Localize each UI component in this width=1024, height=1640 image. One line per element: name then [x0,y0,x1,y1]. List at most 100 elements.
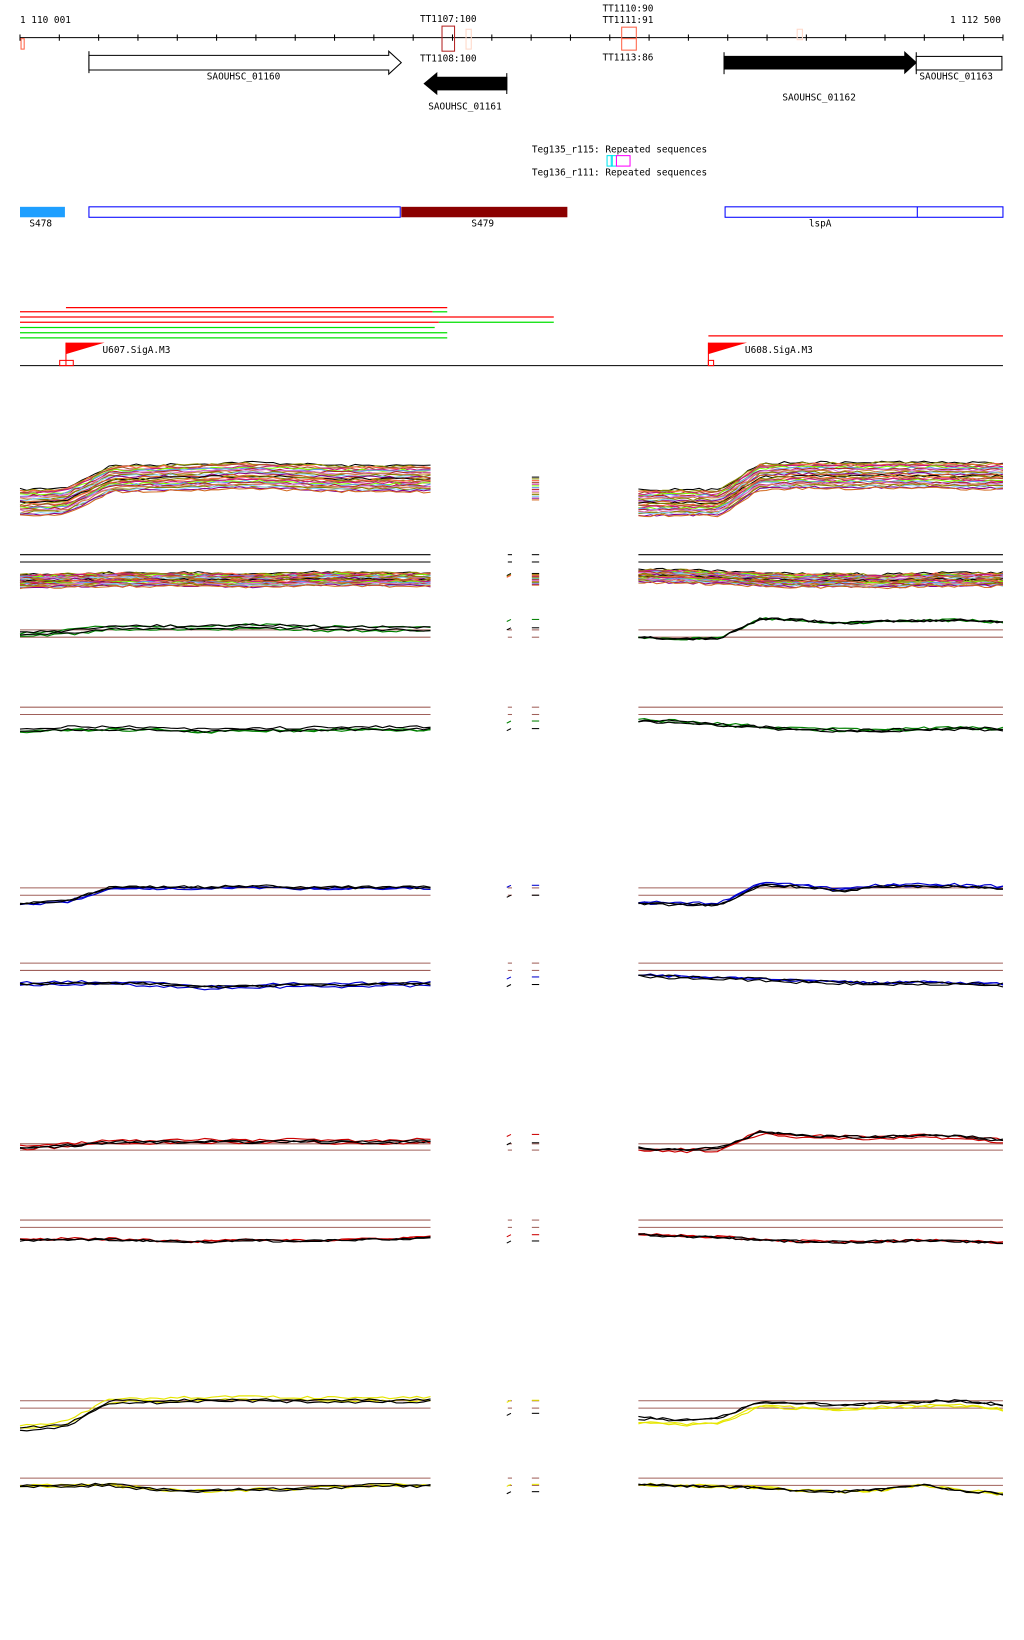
profile-line [19,1140,431,1149]
terminator-marker[interactable] [465,28,472,50]
promoter-u607[interactable]: U607.SigA.M3 [59,342,171,367]
region-lspa[interactable] [724,206,1004,218]
profile-track-red [19,1219,1004,1245]
profile-track-multi [19,460,1004,518]
profile-line [638,1130,1003,1152]
profile-fragment [506,1412,512,1416]
terminator-label: TT1108:100 [420,54,477,65]
profile-line [19,463,431,493]
profile-line [19,476,431,507]
region-s479-utr[interactable] [88,206,401,218]
profile-line [638,476,1003,508]
gene-label: SAOUHSC_01161 [428,102,502,113]
profile-fragment [506,1234,512,1238]
terminator-label: TT1110:90 [603,3,654,14]
region-label: S479 [471,219,494,230]
profile-line [19,472,431,503]
profile-track-yellow [19,1477,1004,1496]
profile-line [19,1482,431,1492]
profile-line [638,1233,1003,1245]
profile-line [638,580,1003,590]
read-alignments [19,307,1003,339]
profile-line [19,1395,431,1427]
profile-line [638,884,1003,907]
profile-line [638,720,1004,733]
gene-label: SAOUHSC_01160 [207,71,281,82]
profile-line [19,981,431,989]
profile-line [19,467,431,497]
region-label: S478 [29,219,52,230]
repeat-marker[interactable] [615,155,631,167]
terminator-label: TT1107:100 [420,14,477,25]
profile-line [19,1398,431,1429]
profile-fragment [506,728,512,732]
profile-line [19,728,431,734]
profile-track-blue [19,881,1004,907]
profile-line [19,583,431,589]
gene-label: SAOUHSC_01162 [782,92,856,103]
repeat-label: Teg135_r115: Repeated sequences [532,145,707,156]
promoter-label: U608.SigA.M3 [745,345,813,356]
promoter-u608[interactable]: U608.SigA.M3 [707,342,813,367]
gene-saouhsc-01161[interactable]: SAOUHSC_01161 [423,72,508,113]
profile-line [19,1399,431,1432]
terminator-marker[interactable] [796,28,803,41]
profile-fragment [506,1483,512,1487]
profile-fragment [506,1240,512,1244]
profile-line [638,474,1003,506]
profile-line [638,881,1004,905]
profile-track-green [19,706,1004,734]
profile-line [638,486,1004,518]
terminator-marker[interactable] [20,38,25,50]
profile-line [638,1403,1004,1426]
profile-line [638,883,1003,907]
profile-line [638,570,1003,579]
profile-line [19,626,431,636]
profile-fragment [506,1399,512,1403]
profile-line [19,884,431,905]
profile-fragment [506,720,512,724]
profile-fragment [506,976,512,980]
gene-saouhsc-01163[interactable]: SAOUHSC_01163 [915,52,1003,82]
profile-line [638,1399,1004,1422]
terminator-track: TT1107:100 TT1108:100 TT1110:90 TT1111:9… [20,3,803,65]
gene-label: SAOUHSC_01163 [919,71,993,82]
profile-line [19,577,431,584]
profile-line [638,1483,1004,1496]
profile-line [638,973,1004,986]
profile-fragment [506,618,512,622]
profile-line [19,727,431,734]
ruler-start-label: 1 110 001 [20,15,71,26]
profile-line [638,1129,1004,1151]
profile-track-green [19,617,1004,641]
profile-line [19,571,431,578]
region-s478[interactable] [20,206,65,218]
terminator-label: TT1111:91 [603,15,654,26]
region-track: S478 S479 lspA [20,206,1004,230]
profile-line [19,885,431,906]
profile-fragment [506,1491,512,1495]
repeat-marker[interactable] [606,155,613,167]
profile-line [638,472,1004,505]
profile-line [638,460,1004,492]
profile-line [19,1484,431,1493]
profile-line [19,725,431,731]
profile-line [19,469,431,500]
profile-track-yellow [19,1395,1004,1432]
terminator-tt1107[interactable] [441,25,456,52]
repeat-label: Teg136_r111: Repeated sequences [532,167,707,178]
region-s479[interactable] [401,206,568,218]
profile-line [19,479,431,510]
profile-line [19,623,431,634]
profile-fragment [506,573,512,577]
profile-line [638,1483,1003,1495]
gene-saouhsc-01160[interactable]: SAOUHSC_01160 [88,49,403,82]
profile-line [19,1398,431,1429]
profile-line [19,885,431,906]
profile-fragment [506,1142,512,1146]
profile-line [19,1236,431,1244]
gene-saouhsc-01162[interactable]: SAOUHSC_01162 [723,51,918,103]
region-label: lspA [809,219,832,230]
repeat-track: Teg135_r115: Repeated sequences Teg136_r… [532,145,707,179]
